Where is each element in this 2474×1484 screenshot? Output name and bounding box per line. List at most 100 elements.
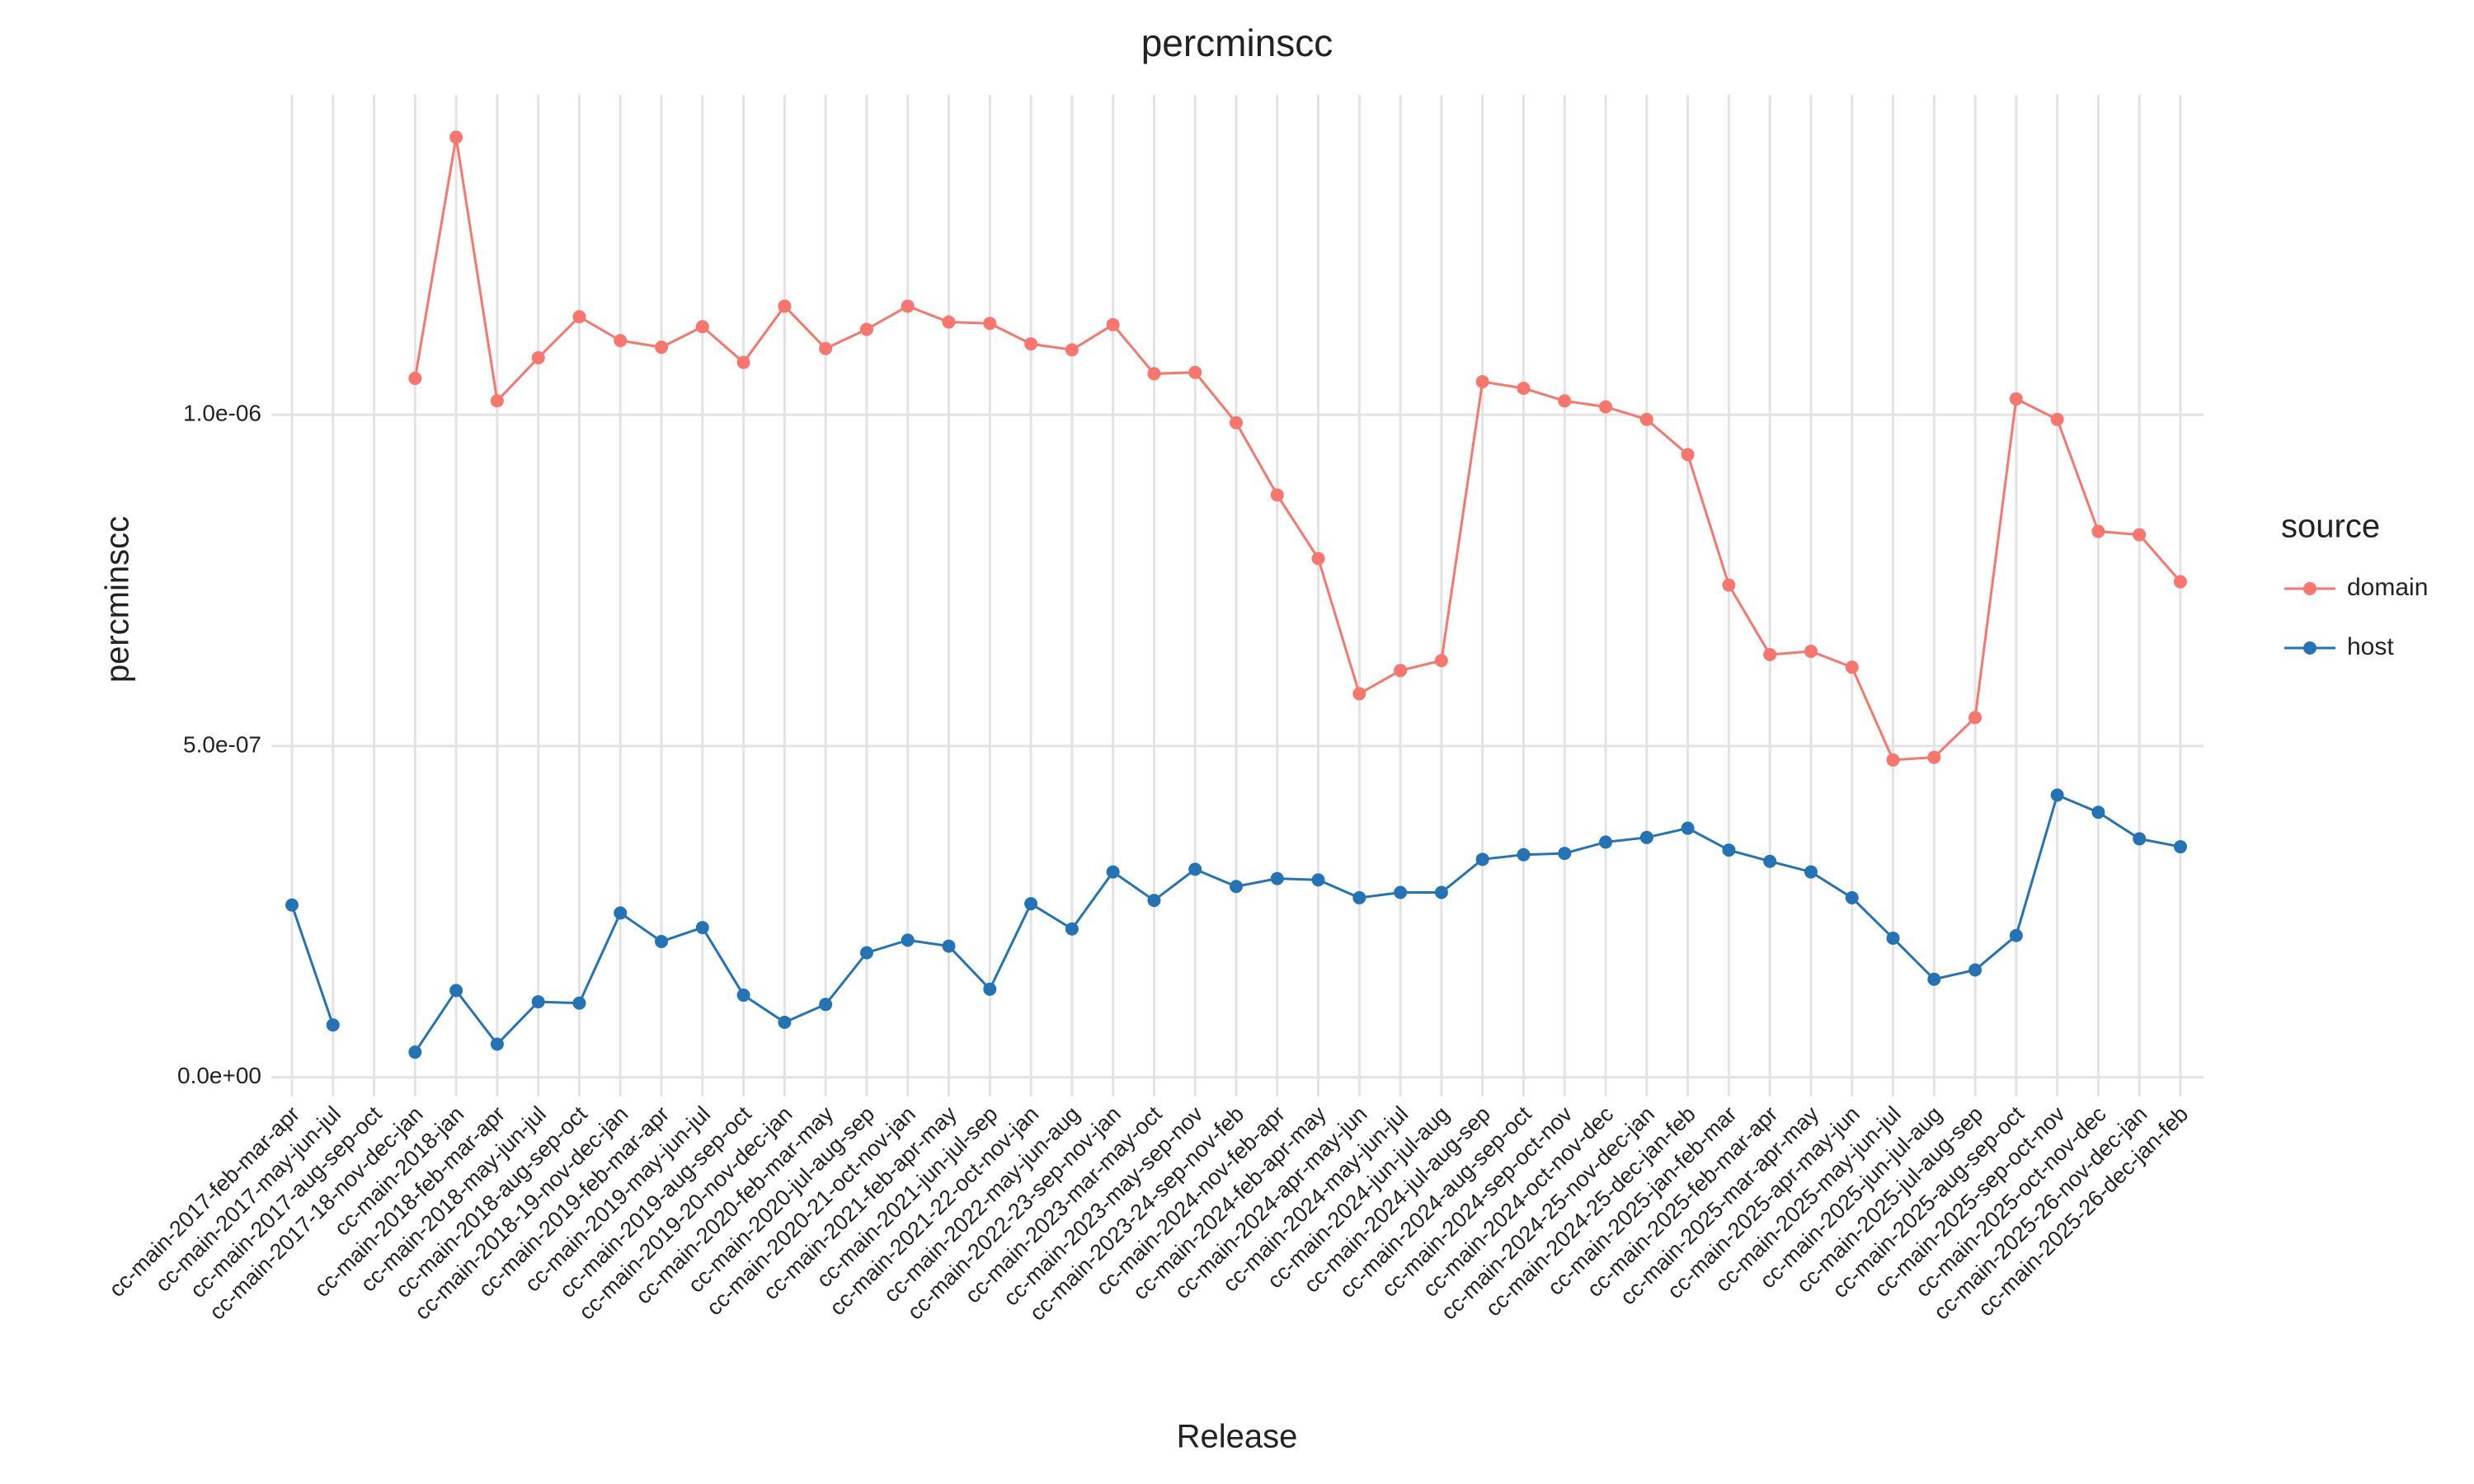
data-point xyxy=(1147,367,1161,381)
legend-marker xyxy=(2303,582,2316,595)
data-point xyxy=(1106,317,1120,331)
data-point xyxy=(1270,871,1284,885)
data-point xyxy=(1311,873,1325,887)
data-point xyxy=(655,934,669,948)
data-point xyxy=(490,1037,504,1051)
data-point xyxy=(2009,392,2023,406)
data-point xyxy=(1763,648,1777,662)
data-point xyxy=(983,317,997,331)
data-point xyxy=(695,320,709,334)
data-point xyxy=(614,906,628,920)
data-point xyxy=(285,898,299,912)
data-point xyxy=(778,1016,792,1029)
data-point xyxy=(1886,931,1900,945)
data-point xyxy=(2009,928,2023,942)
data-point xyxy=(1434,654,1448,668)
data-point xyxy=(736,989,750,1003)
data-point xyxy=(1270,488,1284,502)
data-point xyxy=(1927,972,1941,986)
data-point xyxy=(1927,750,1941,764)
data-point xyxy=(1639,830,1653,844)
y-axis-title: percminscc xyxy=(100,516,136,683)
series-line xyxy=(414,793,2181,1053)
y-tick-label: 5.0e-07 xyxy=(183,731,261,757)
data-point xyxy=(655,340,669,355)
data-point xyxy=(1763,854,1777,868)
data-point xyxy=(614,334,628,348)
data-point xyxy=(572,310,586,324)
y-tick-label: 0.0e+00 xyxy=(177,1063,261,1088)
data-point xyxy=(1475,852,1489,866)
data-point xyxy=(1188,365,1202,379)
data-point xyxy=(1065,922,1079,936)
data-point xyxy=(449,130,463,144)
data-point xyxy=(2091,805,2105,819)
data-point xyxy=(1639,412,1653,426)
data-point xyxy=(1804,865,1818,879)
data-point xyxy=(983,982,997,996)
data-point xyxy=(2133,832,2147,846)
series-line xyxy=(290,904,335,1026)
legend-label: host xyxy=(2347,633,2394,660)
data-point xyxy=(1352,890,1366,904)
data-point xyxy=(1968,711,1982,725)
data-point xyxy=(1886,753,1900,767)
data-point xyxy=(1558,394,1572,408)
data-point xyxy=(490,394,504,408)
data-point xyxy=(408,371,422,385)
data-point xyxy=(1722,578,1736,592)
data-point xyxy=(1230,416,1243,430)
y-tick-label: 1.0e-06 xyxy=(183,401,261,426)
data-point xyxy=(1147,894,1161,908)
legend-label: domain xyxy=(2347,574,2428,601)
data-point xyxy=(1599,400,1613,414)
data-point xyxy=(1845,890,1859,904)
legend-marker xyxy=(2303,641,2316,655)
data-point xyxy=(1024,337,1038,351)
data-point xyxy=(326,1018,340,1032)
data-point xyxy=(859,322,873,336)
data-point xyxy=(2091,524,2105,538)
data-point xyxy=(2174,575,2187,589)
data-point xyxy=(572,996,586,1010)
data-point xyxy=(1681,448,1695,462)
x-axis-title: Release xyxy=(1177,1419,1298,1455)
data-point xyxy=(1517,848,1531,862)
data-point xyxy=(819,341,833,355)
data-point xyxy=(408,1045,422,1059)
data-point xyxy=(778,299,792,313)
data-point xyxy=(1558,847,1572,861)
data-point xyxy=(531,995,545,1009)
data-point xyxy=(1599,835,1613,849)
data-point xyxy=(1394,664,1408,678)
data-point xyxy=(1311,552,1325,566)
data-point xyxy=(1188,862,1202,876)
data-point xyxy=(859,946,873,960)
data-point xyxy=(1024,897,1038,911)
data-point xyxy=(1845,660,1859,674)
data-point xyxy=(531,351,545,365)
data-point xyxy=(2050,412,2064,426)
series-line xyxy=(413,137,2182,762)
data-point xyxy=(1517,381,1531,395)
chart-title: percminscc xyxy=(1141,21,1333,64)
data-point xyxy=(736,355,750,369)
data-point xyxy=(2050,788,2064,802)
data-point xyxy=(1394,885,1408,899)
data-point xyxy=(1352,687,1366,701)
grid xyxy=(271,95,2204,1097)
data-point xyxy=(1968,963,1982,977)
data-point xyxy=(2174,840,2187,854)
data-point xyxy=(1681,821,1695,835)
data-point xyxy=(942,939,956,953)
data-point xyxy=(901,933,915,947)
data-point xyxy=(449,984,463,998)
data-point xyxy=(819,998,833,1012)
data-point xyxy=(942,315,956,329)
data-point xyxy=(1804,645,1818,658)
data-point xyxy=(1475,374,1489,388)
data-point xyxy=(1230,880,1243,894)
data-point xyxy=(695,921,709,935)
data-point xyxy=(1722,843,1736,857)
